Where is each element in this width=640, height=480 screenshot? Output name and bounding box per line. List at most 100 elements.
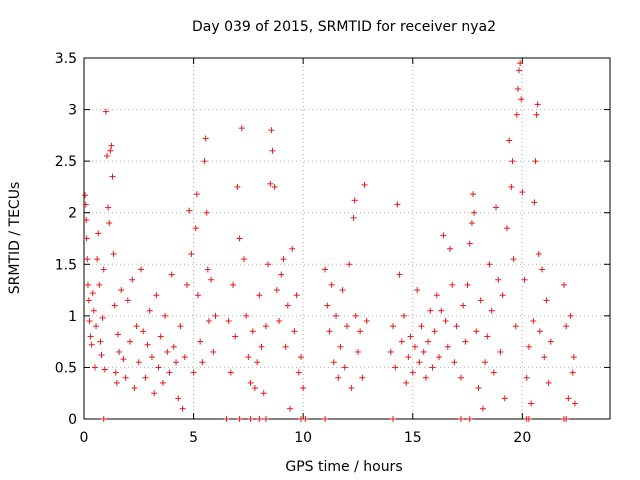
data-point [276, 318, 283, 325]
data-point [96, 281, 103, 288]
data-point [460, 302, 467, 309]
data-point [194, 292, 201, 299]
data-point [107, 147, 114, 154]
data-point-zero [100, 416, 107, 422]
y-axis-label: SRMTID / TECUs [7, 182, 23, 295]
data-point [462, 338, 469, 345]
data-point [93, 323, 100, 330]
data-point [98, 352, 105, 359]
data-point [470, 191, 477, 198]
data-point [570, 354, 577, 361]
data-point [475, 385, 482, 392]
y-tick-label: 0 [68, 412, 77, 428]
data-point [326, 328, 333, 335]
data-point [140, 328, 147, 335]
data-point [256, 292, 263, 299]
x-tick-label: 5 [189, 430, 198, 446]
data-point [267, 180, 274, 187]
data-point [440, 232, 447, 239]
y-tick-label: 3 [68, 103, 77, 119]
data-point [188, 250, 195, 257]
data-point [539, 266, 546, 273]
data-point [390, 323, 397, 330]
data-point [532, 158, 539, 165]
data-point [151, 390, 158, 397]
data-point [166, 369, 173, 376]
data-point [282, 343, 289, 350]
data-point [295, 369, 302, 376]
data-point [457, 374, 464, 381]
data-point-zero [262, 416, 269, 422]
data-point [177, 323, 184, 330]
data-point [88, 341, 95, 348]
data-point [260, 390, 267, 397]
data-point [173, 359, 180, 366]
data-point [129, 276, 136, 283]
data-point [82, 201, 89, 208]
data-point [201, 158, 208, 165]
data-point [466, 240, 473, 247]
data-point [541, 354, 548, 361]
data-point [293, 292, 300, 299]
data-point [186, 207, 193, 214]
data-point [287, 405, 294, 412]
data-point [202, 135, 209, 142]
data-point [534, 101, 541, 108]
data-point [528, 400, 535, 407]
data-point [227, 369, 234, 376]
data-point [403, 379, 410, 386]
data-point [262, 323, 269, 330]
data-point [127, 338, 134, 345]
data-point [133, 323, 140, 330]
data-point [109, 173, 116, 180]
data-point [84, 281, 91, 288]
x-tick-label: 20 [513, 430, 531, 446]
data-point [565, 395, 572, 402]
data-point [517, 60, 524, 67]
data-point [208, 276, 215, 283]
data-point [333, 312, 340, 319]
data-point [514, 85, 521, 92]
data-point [291, 328, 298, 335]
data-point [354, 348, 361, 355]
y-tick-label: 2 [68, 206, 77, 222]
data-point [547, 338, 554, 345]
data-point [110, 250, 117, 257]
data-point [236, 235, 243, 242]
data-point [170, 343, 177, 350]
data-point [407, 333, 414, 340]
data-point [234, 183, 241, 190]
data-point [519, 189, 526, 196]
data-point [84, 256, 91, 263]
data-point [179, 405, 186, 412]
data-point [243, 312, 250, 319]
data-point [518, 96, 525, 103]
data-point [328, 281, 335, 288]
data-point [322, 266, 329, 273]
data-point [442, 318, 449, 325]
data-point [89, 290, 96, 297]
data-point [85, 297, 92, 304]
data-point-zero [322, 416, 329, 422]
data-point [444, 343, 451, 350]
data-point [339, 287, 346, 294]
data-point [159, 379, 166, 386]
data-point-zero [563, 416, 570, 422]
data-point [350, 214, 357, 221]
data-point [204, 266, 211, 273]
data-point [148, 354, 155, 361]
data-point [94, 256, 101, 263]
data-point [418, 323, 425, 330]
y-tick-label: 1.5 [55, 257, 77, 273]
data-point [137, 266, 144, 273]
grid-lines [84, 58, 610, 419]
data-point-zero [256, 416, 263, 422]
data-point [497, 348, 504, 355]
data-point [536, 328, 543, 335]
data-point [153, 292, 160, 299]
data-point [97, 338, 104, 345]
data-point [464, 281, 471, 288]
data-point [433, 292, 440, 299]
data-point [113, 379, 120, 386]
data-point [468, 220, 475, 227]
